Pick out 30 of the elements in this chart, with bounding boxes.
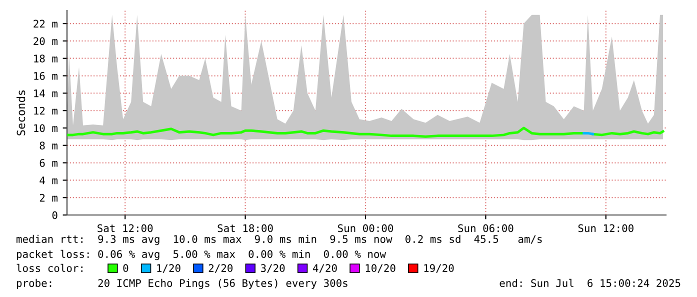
x-tick-label: Sat 18:00 xyxy=(218,224,273,232)
legend-label: 3/20 xyxy=(260,264,285,273)
y-tick-label: 18 m xyxy=(34,54,58,62)
y-tick-label: 16 m xyxy=(34,72,58,80)
y-tick-label: 6 m xyxy=(40,159,58,167)
text: end: Sun Jul 6 15:00:24 2025 xyxy=(500,278,680,288)
y-tick-label: 22 m xyxy=(34,20,58,28)
x-tick-label: Sun 00:00 xyxy=(338,224,394,232)
x-tick-label: Sun 12:00 xyxy=(578,224,634,232)
y-tick-label: 20 m xyxy=(34,37,58,46)
text: probe: 20 ICMP Echo Pings (56 Bytes) every 300s xyxy=(16,278,348,290)
y-tick-label: 8 m xyxy=(40,142,58,150)
legend-label: 19/20 xyxy=(424,264,454,273)
y-tick-label: 0 xyxy=(52,211,58,220)
x-tick-label: Sun 06:00 xyxy=(458,224,514,232)
text: packet loss: 0.06 % avg 5.00 % max 0.00 % min 0.00 % now xyxy=(16,250,386,260)
text: median rtt: 9.3 ms avg 10.0 ms max 9.0 ms min 9.5 ms now 0.2 ms sd 45.5 am/s xyxy=(16,234,542,246)
x-tick-label: Sat 12:00 xyxy=(98,224,153,232)
y-tick-label: 10 m xyxy=(34,124,58,132)
y-tick-label: 12 m xyxy=(34,106,58,115)
y-tick-label: 4 m xyxy=(40,176,58,184)
legend-label: 1/20 xyxy=(157,264,180,273)
legend-label: 4/20 xyxy=(312,264,337,273)
legend-title: loss color: xyxy=(16,264,82,272)
legend-label: 10/20 xyxy=(366,264,396,273)
y-tick-label: 14 m xyxy=(34,90,58,98)
y-tick-label: 2 m xyxy=(40,194,58,202)
legend-label: 0 xyxy=(123,264,128,272)
legend-label: 2/20 xyxy=(208,264,233,273)
y-axis-title: Seconds xyxy=(16,90,26,136)
